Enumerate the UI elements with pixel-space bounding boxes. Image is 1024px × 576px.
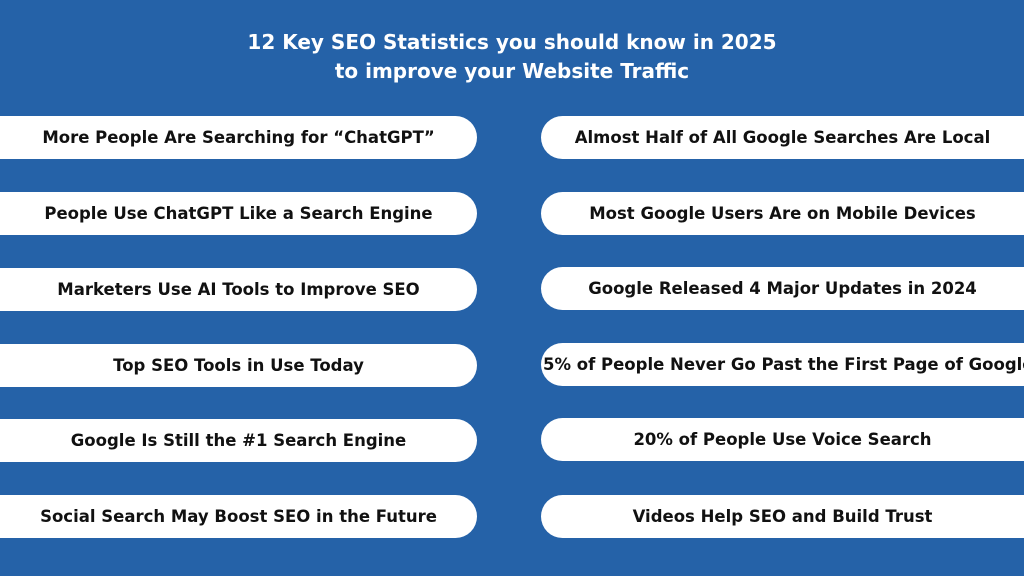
stat-label: 20% of People Use Voice Search: [633, 430, 932, 449]
stat-label: Google Is Still the #1 Search Engine: [70, 431, 407, 450]
stat-item-right-5: 20% of People Use Voice Search: [541, 418, 1024, 461]
title-line-1: 12 Key SEO Statistics you should know in…: [247, 30, 777, 54]
stat-label: More People Are Searching for “ChatGPT”: [42, 128, 435, 147]
page-title: 12 Key SEO Statistics you should know in…: [0, 28, 1024, 86]
stat-label: Almost Half of All Google Searches Are L…: [574, 128, 991, 147]
stat-item-left-4: Top SEO Tools in Use Today: [0, 344, 477, 387]
stat-item-left-6: Social Search May Boost SEO in the Futur…: [0, 495, 477, 538]
stat-item-right-2: Most Google Users Are on Mobile Devices: [541, 192, 1024, 235]
stat-item-left-1: More People Are Searching for “ChatGPT”: [0, 116, 477, 159]
title-line-2: to improve your Website Traffic: [334, 59, 690, 83]
stat-label: People Use ChatGPT Like a Search Engine: [44, 204, 433, 223]
stat-item-left-3: Marketers Use AI Tools to Improve SEO: [0, 268, 477, 311]
stat-label: 75% of People Never Go Past the First Pa…: [541, 355, 1024, 374]
stat-item-right-3: Google Released 4 Major Updates in 2024: [541, 267, 1024, 310]
stat-label: Most Google Users Are on Mobile Devices: [589, 204, 976, 223]
stat-item-right-1: Almost Half of All Google Searches Are L…: [541, 116, 1024, 159]
stat-item-right-6: Videos Help SEO and Build Trust: [541, 495, 1024, 538]
stat-label: Google Released 4 Major Updates in 2024: [588, 279, 977, 298]
stat-item-left-5: Google Is Still the #1 Search Engine: [0, 419, 477, 462]
stat-label: Social Search May Boost SEO in the Futur…: [40, 507, 437, 526]
stat-item-right-4: 75% of People Never Go Past the First Pa…: [541, 343, 1024, 386]
stat-label: Top SEO Tools in Use Today: [113, 356, 364, 375]
stat-label: Marketers Use AI Tools to Improve SEO: [57, 280, 420, 299]
stat-label: Videos Help SEO and Build Trust: [632, 507, 933, 526]
stat-item-left-2: People Use ChatGPT Like a Search Engine: [0, 192, 477, 235]
